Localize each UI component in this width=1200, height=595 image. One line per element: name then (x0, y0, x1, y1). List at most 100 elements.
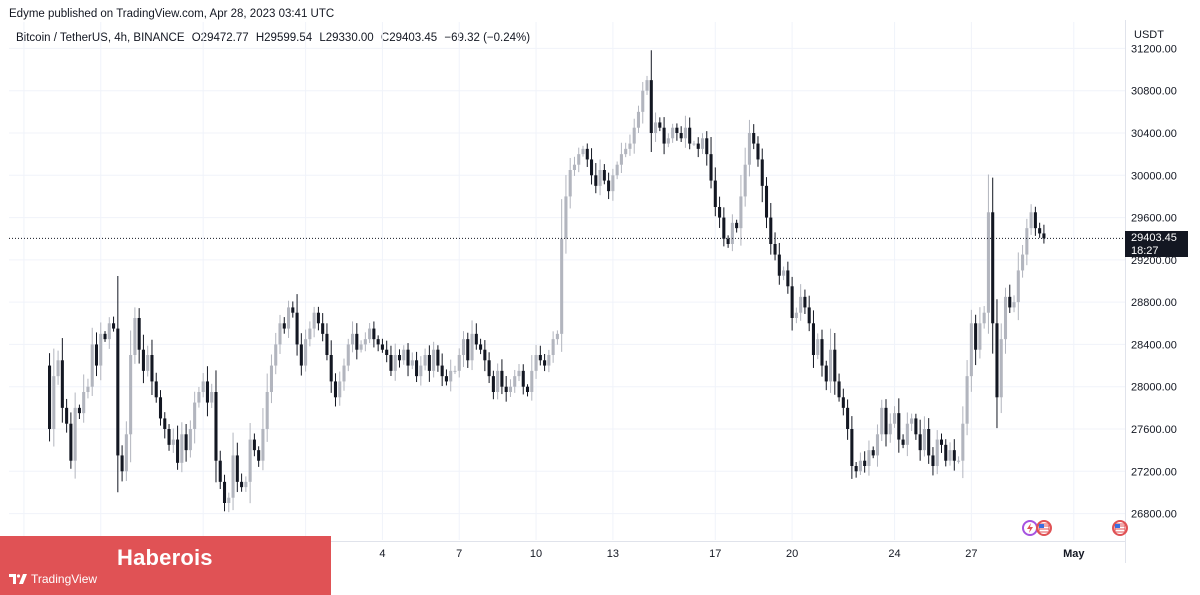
candle-body (487, 360, 491, 377)
candle (129, 330, 133, 463)
candle (329, 340, 333, 393)
candle-body (636, 111, 641, 128)
candle-body (846, 407, 850, 429)
candle (1008, 284, 1012, 313)
candle (594, 163, 598, 194)
candle-body (871, 450, 875, 456)
candle (376, 335, 380, 352)
candle (470, 320, 474, 371)
candle-body (193, 402, 197, 429)
candle (90, 327, 94, 396)
candle (449, 359, 453, 392)
candle (658, 117, 662, 132)
candle-body (483, 349, 487, 361)
price-tick-label: 27600.00 (1131, 424, 1177, 436)
candle (974, 314, 978, 366)
candle (948, 442, 952, 466)
candle (1033, 206, 1037, 236)
candle-body (965, 376, 969, 424)
candle (807, 295, 811, 332)
candle-body (747, 133, 751, 165)
candle (112, 316, 116, 332)
candle-body (436, 349, 440, 366)
candle-body (816, 339, 820, 355)
candle (624, 142, 628, 158)
candle (355, 323, 359, 360)
candle-body (342, 365, 346, 382)
candle-body (180, 434, 184, 463)
candle (931, 447, 935, 476)
candle-body (453, 370, 457, 372)
candle (304, 329, 308, 372)
candle (824, 360, 828, 391)
candle-body (555, 333, 559, 340)
candle (1042, 224, 1046, 244)
candle-body (607, 180, 611, 192)
candle (410, 352, 414, 370)
candle-body (500, 370, 504, 387)
candle (77, 404, 81, 419)
last-price-value: 29403.45 (1131, 232, 1177, 245)
candle-body (457, 355, 461, 371)
candle-body (611, 175, 615, 192)
candle (914, 413, 918, 440)
candle (141, 334, 145, 384)
price-tick-label: 31200.00 (1131, 43, 1177, 55)
candle (833, 333, 837, 395)
candle-body (291, 307, 295, 313)
candle-body (598, 170, 602, 186)
candle (692, 140, 696, 146)
candle (466, 332, 470, 368)
us-flag-icon[interactable] (1036, 520, 1052, 536)
candle (773, 232, 777, 261)
candle-body (649, 80, 653, 133)
candle-body (73, 407, 77, 461)
candle-body (278, 323, 282, 345)
candle-body (261, 429, 265, 461)
candle-body (77, 407, 81, 414)
candle-body (1042, 233, 1046, 239)
candle-body (786, 270, 790, 287)
candle (244, 476, 248, 492)
candle (474, 323, 478, 350)
price-tick-label: 28800.00 (1131, 297, 1177, 309)
candle (338, 371, 342, 406)
candle-body (1012, 302, 1016, 308)
candle-body (683, 127, 687, 139)
time-tick-label: 4 (379, 548, 385, 560)
candle (760, 148, 764, 203)
candle-body (645, 80, 649, 91)
candle (342, 358, 346, 391)
candle-body (508, 386, 512, 392)
candle-body (769, 217, 773, 244)
candle-body (521, 370, 525, 387)
candle (205, 366, 209, 417)
candle-body (577, 154, 581, 165)
candle (103, 331, 107, 342)
candle-body (167, 429, 171, 445)
candle-body (1038, 228, 1042, 234)
candle (154, 372, 158, 403)
candle-body (1008, 296, 1012, 308)
candle-body (380, 344, 384, 350)
candle (888, 413, 892, 443)
candle-body (811, 323, 815, 355)
candle (530, 355, 534, 401)
tradingview-logo[interactable]: TradingView (9, 572, 97, 586)
candle-body (952, 450, 956, 461)
candle (150, 339, 154, 396)
last-price-badge: 29403.45 18:27 (1125, 231, 1188, 258)
us-flag-icon[interactable] (1112, 520, 1128, 536)
candle (48, 353, 52, 442)
candle (171, 428, 175, 453)
candle (295, 294, 299, 356)
candle (995, 299, 999, 429)
candle-body (525, 386, 530, 392)
candle (325, 323, 329, 361)
candle-body (820, 339, 824, 366)
candle-body (137, 318, 141, 350)
candle (440, 353, 444, 387)
candle (137, 308, 141, 364)
candle-body (739, 196, 743, 229)
